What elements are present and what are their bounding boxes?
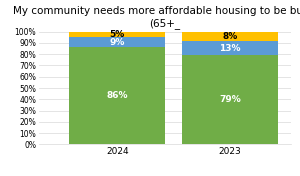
Legend: Agree, Disagree, Unsure: Agree, Disagree, Unsure xyxy=(101,173,229,176)
Bar xyxy=(182,41,278,55)
Text: 86%: 86% xyxy=(106,91,128,100)
Bar xyxy=(69,37,165,48)
Text: 9%: 9% xyxy=(110,38,125,47)
Text: 13%: 13% xyxy=(219,43,241,52)
Bar xyxy=(182,55,278,144)
Title: My community needs more affordable housing to be built.
(65+_: My community needs more affordable housi… xyxy=(13,6,300,29)
Text: 5%: 5% xyxy=(110,30,125,39)
Bar xyxy=(182,32,278,41)
Text: 79%: 79% xyxy=(219,95,241,104)
Text: 8%: 8% xyxy=(223,32,238,41)
Bar xyxy=(69,32,165,37)
Bar xyxy=(69,48,165,144)
